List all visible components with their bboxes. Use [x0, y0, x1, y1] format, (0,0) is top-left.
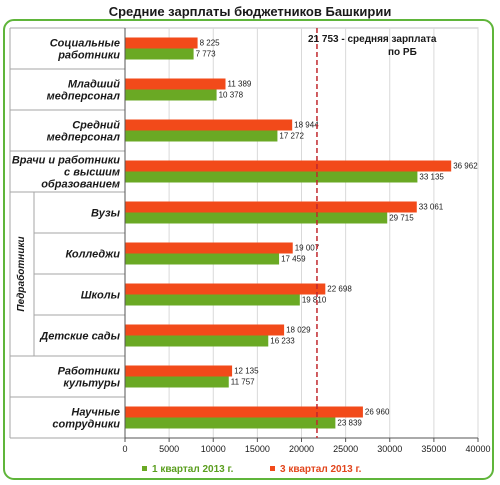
legend-swatch-3q — [270, 466, 275, 471]
value-label-1q: 33 135 — [419, 173, 444, 182]
value-label-1q: 29 715 — [389, 214, 414, 223]
bar-1q — [125, 89, 217, 101]
legend-label-3q: 3 квартал 2013 г. — [280, 464, 362, 475]
category-label: Работники — [58, 366, 121, 378]
category-label: Вузы — [91, 208, 121, 220]
bar-1q — [125, 335, 269, 347]
value-label-3q: 12 135 — [234, 367, 259, 376]
bar-1q — [125, 171, 418, 183]
bar-3q — [125, 160, 452, 172]
value-label-1q: 19 810 — [302, 296, 327, 305]
category-label: с высшим — [64, 167, 120, 179]
x-tick-label: 35000 — [421, 444, 446, 454]
category-labels: ПедработникиСоциальныеработникиМладшийме… — [12, 38, 121, 431]
bar-3q — [125, 201, 417, 213]
x-tick-label: 0 — [122, 444, 127, 454]
category-label: культуры — [63, 378, 120, 390]
value-label-3q: 19 007 — [295, 244, 320, 253]
chart-title: Средние зарплаты бюджетников Башкирии — [109, 4, 392, 19]
category-label: медперсонал — [47, 91, 120, 103]
value-label-1q: 17 272 — [279, 132, 304, 141]
category-label: Социальные — [50, 38, 120, 50]
bar-3q — [125, 406, 363, 418]
x-tick-label: 10000 — [201, 444, 226, 454]
bar-3q — [125, 365, 233, 377]
category-label: медперсонал — [47, 132, 120, 144]
value-label-3q: 8 225 — [200, 39, 221, 48]
value-label-1q: 11 757 — [231, 378, 255, 387]
reference-label: 21 753 - средняя зарплата — [308, 34, 437, 45]
x-tick-label: 40000 — [465, 444, 490, 454]
value-label-3q: 26 960 — [365, 408, 390, 417]
bar-3q — [125, 78, 226, 90]
value-label-3q: 18 029 — [286, 326, 311, 335]
value-label-1q: 10 378 — [219, 91, 244, 100]
bar-3q — [125, 324, 285, 336]
value-label-3q: 33 061 — [419, 203, 444, 212]
category-label: Школы — [81, 290, 121, 302]
bar-1q — [125, 212, 388, 224]
value-label-1q: 16 233 — [270, 337, 295, 346]
value-label-3q: 36 962 — [453, 162, 478, 171]
x-tick-label: 5000 — [159, 444, 179, 454]
category-label: работники — [57, 50, 120, 62]
group-label: Педработники — [15, 236, 27, 311]
x-axis: 0 5000 10000 15000 20000 25000 30000 35000 40000 — [122, 28, 491, 454]
legend-swatch-1q — [142, 466, 147, 471]
bar-1q — [125, 294, 300, 306]
category-label: сотрудники — [52, 419, 120, 431]
bar-1q — [125, 376, 229, 388]
bar-3q — [125, 242, 293, 254]
value-label-1q: 17 459 — [281, 255, 306, 264]
reference-line: 21 753 - средняя зарплата по РБ — [308, 28, 437, 438]
category-label: Младший — [68, 79, 120, 91]
bar-3q — [125, 119, 293, 131]
category-label: Врачи и работники — [12, 155, 120, 167]
category-label: Детские сады — [39, 331, 120, 343]
bar-3q — [125, 37, 198, 49]
category-separators — [9, 27, 125, 439]
category-label: образованием — [41, 179, 120, 191]
category-label: Средний — [72, 120, 120, 132]
x-tick-label: 15000 — [245, 444, 270, 454]
value-label-3q: 22 698 — [327, 285, 352, 294]
value-label-1q: 23 839 — [337, 419, 362, 428]
bar-1q — [125, 417, 336, 429]
legend-label-1q: 1 квартал 2013 г. — [152, 464, 234, 475]
bar-1q — [125, 130, 278, 142]
x-tick-label: 30000 — [377, 444, 402, 454]
category-label: Научные — [71, 407, 120, 419]
bars — [125, 37, 452, 429]
category-label: Колледжи — [66, 249, 121, 261]
value-label-1q: 7 773 — [196, 50, 217, 59]
value-labels: 8 225 7 773 11 389 10 378 18 944 17 272 36 962… — [196, 39, 479, 428]
x-tick-label: 25000 — [333, 444, 358, 454]
value-label-3q: 18 944 — [294, 121, 319, 130]
bar-3q — [125, 283, 326, 295]
bar-1q — [125, 253, 280, 265]
reference-label: по РБ — [388, 47, 417, 58]
value-label-3q: 11 389 — [228, 80, 252, 89]
bar-1q — [125, 48, 194, 60]
legend: 1 квартал 2013 г. 3 квартал 2013 г. — [142, 464, 362, 475]
x-tick-label: 20000 — [289, 444, 314, 454]
